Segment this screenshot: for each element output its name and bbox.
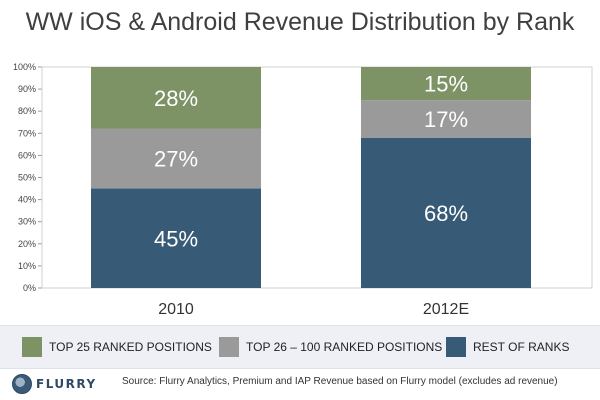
bar-segment-2010-2 [91,67,261,129]
legend: TOP 25 RANKED POSITIONS TOP 26 – 100 RAN… [0,325,600,369]
legend-label: TOP 25 RANKED POSITIONS [49,340,212,354]
y-tick-label: 50% [18,173,36,183]
footer: FLURRY Source: Flurry Analytics, Premium… [0,370,600,398]
flurry-logo-text: FLURRY [36,377,97,391]
y-tick-label: 30% [18,217,36,227]
legend-item-top-26-100: TOP 26 – 100 RANKED POSITIONS [219,337,442,357]
bar-segment-2012e-1 [361,100,531,138]
bar-segment-2012e-0 [361,137,531,288]
x-tick-label: 2012E [423,301,469,318]
y-tick-label: 60% [18,150,36,160]
y-tick-label: 100% [13,62,36,72]
y-tick-label: 80% [18,106,36,116]
y-tick-label: 90% [18,84,36,94]
legend-swatch [446,337,466,357]
flurry-logo: FLURRY [12,373,97,395]
y-axis: 0% 10% 20% 30% 40% 50% 60% 70% 80% 90% 100% [13,62,42,293]
y-tick-label: 70% [18,128,36,138]
y-tick-label: 10% [18,261,36,271]
data-label: 68% [424,201,468,226]
chart-title: WW iOS & Android Revenue Distribution by… [25,8,575,36]
plot-frame [41,66,593,289]
data-label: 15% [424,72,468,97]
bar-segment-2010-0 [91,188,261,288]
flurry-logo-icon [12,374,32,394]
legend-label: REST OF RANKS [473,340,570,354]
data-label: 28% [154,86,198,111]
data-label: 17% [424,107,468,132]
data-label: 27% [154,147,198,172]
plot-area: 45% 27% 28% 68% 17% 15% [41,66,593,289]
legend-item-top-25: TOP 25 RANKED POSITIONS [22,337,212,357]
bar-segment-2012e-2 [361,67,531,101]
y-tick-label: 40% [18,195,36,205]
source-note: Source: Flurry Analytics, Premium and IA… [122,376,558,387]
legend-label: TOP 26 – 100 RANKED POSITIONS [246,340,443,354]
data-label: 45% [154,226,198,251]
bar-segment-2010-1 [91,128,261,189]
x-tick-label: 2010 [158,301,194,318]
x-axis: 2010 2012E [158,301,469,318]
y-tick-label: 0% [23,283,36,293]
legend-swatch [22,337,42,357]
stacked-bar-chart: 0% 10% 20% 30% 40% 50% 60% 70% 80% 90% 100% 45% 27%… [13,62,593,318]
legend-swatch [219,337,239,357]
y-tick-label: 20% [18,239,36,249]
legend-item-rest-of-ranks: REST OF RANKS [446,337,569,357]
